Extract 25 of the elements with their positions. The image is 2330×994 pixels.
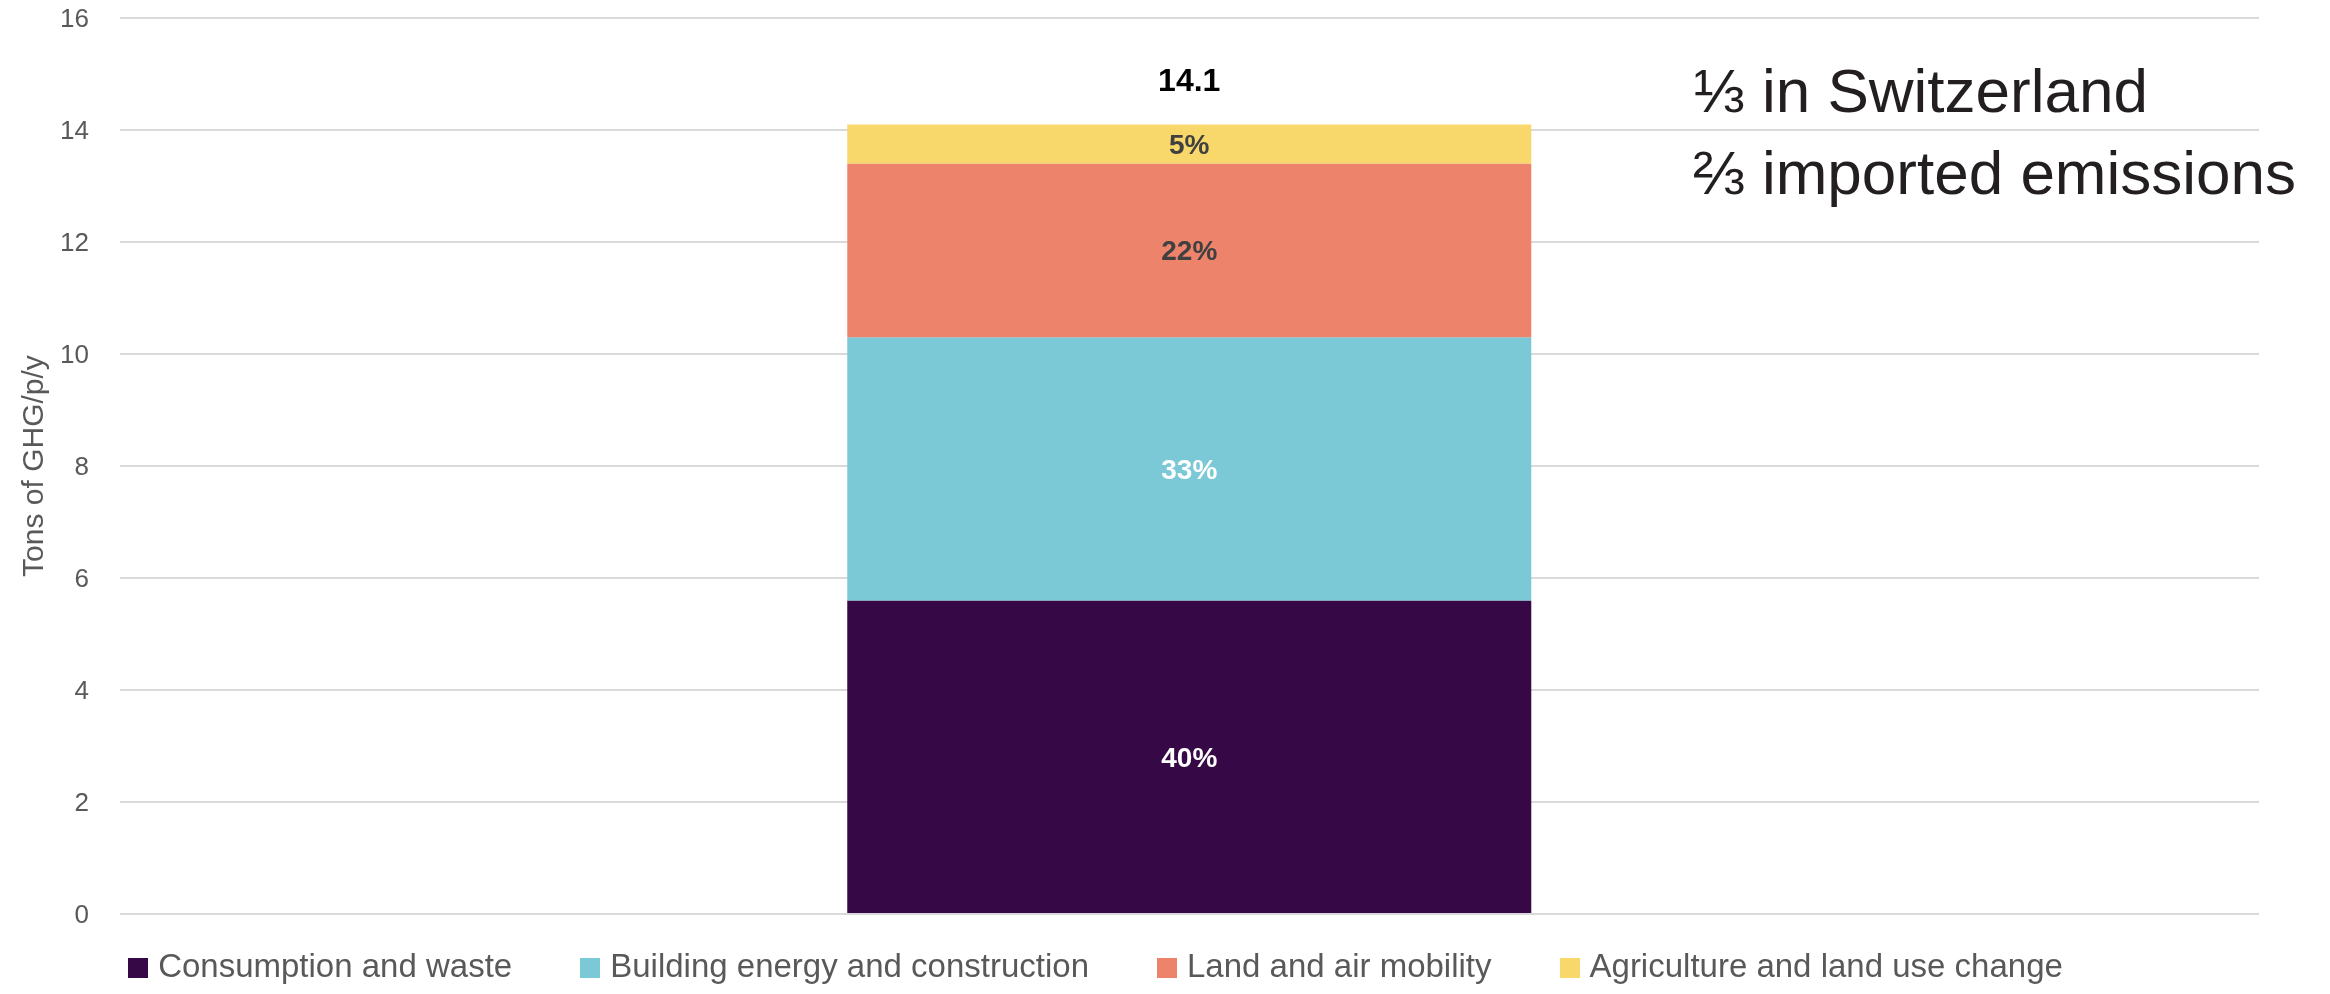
bar — [847, 337, 1532, 601]
annotation: 33% — [1161, 453, 1218, 485]
y-tick-label: 12 — [60, 227, 89, 258]
y-tick-label: 2 — [74, 787, 89, 818]
y-tick-label: 0 — [74, 899, 89, 930]
y-tick-label: 8 — [74, 451, 89, 482]
annotation: ⅔ imported emissions — [1693, 137, 2297, 209]
annotation: 22% — [1161, 234, 1218, 266]
bar — [847, 600, 1532, 914]
legend-label: Land and air mobility — [1187, 947, 1492, 984]
y-axis-title: Tons of GHG/p/y — [15, 355, 49, 577]
annotation: ⅓ in Switzerland — [1693, 55, 2149, 127]
annotation: 5% — [1169, 128, 1210, 160]
bar — [847, 124, 1532, 164]
y-tick-label: 14 — [60, 115, 89, 146]
legend-label: Agriculture and land use change — [1589, 947, 2063, 984]
total-label: 14.1 — [1158, 62, 1221, 99]
annotation: 40% — [1161, 741, 1218, 773]
y-tick-label: 4 — [74, 675, 89, 706]
legend-label: Consumption and waste — [158, 947, 513, 984]
y-tick-label: 6 — [74, 563, 89, 594]
legend-label: Building energy and construction — [610, 947, 1089, 984]
bar — [847, 163, 1532, 338]
y-tick-label: 10 — [60, 339, 89, 370]
y-tick-label: 16 — [60, 3, 89, 34]
